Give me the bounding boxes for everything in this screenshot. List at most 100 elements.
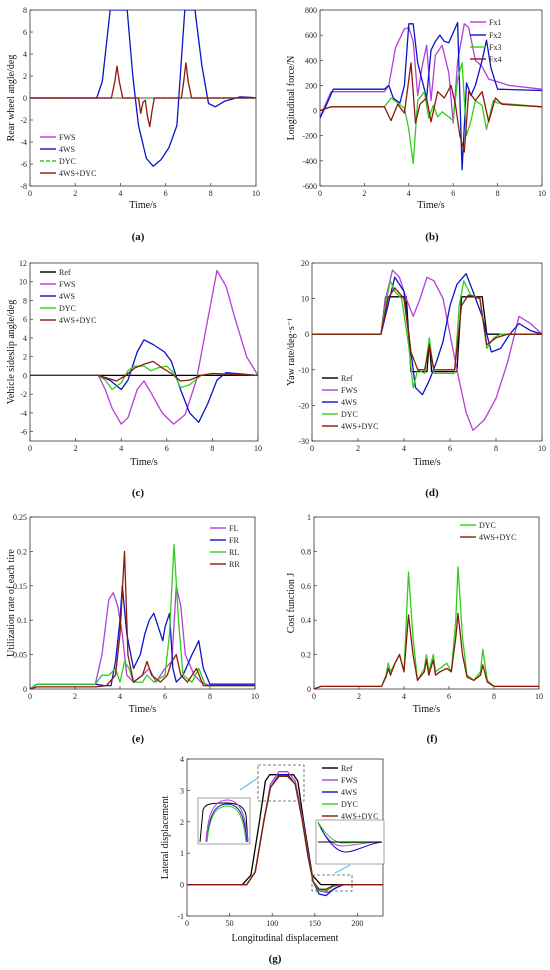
- x-tick-label: 4: [118, 189, 122, 198]
- series-line-4ws-dyc: [30, 62, 256, 128]
- y-tick-label: -4: [20, 409, 27, 418]
- x-tick-label: 4: [402, 444, 406, 453]
- y-tick-label: 0.2: [301, 651, 311, 660]
- x-tick-label: 6: [165, 444, 169, 453]
- x-tick-label: 8: [209, 189, 213, 198]
- legend-label: DYC: [479, 521, 496, 530]
- series-line-4ws-dyc: [314, 612, 539, 689]
- y-tick-label: 600: [305, 31, 317, 40]
- y-tick-label: -30: [298, 437, 309, 446]
- legend-label: Fx2: [489, 31, 501, 40]
- x-tick-label: 0: [312, 692, 316, 701]
- zoom-arrow: [334, 864, 351, 874]
- y-tick-label: 0: [180, 881, 184, 890]
- series-line-4ws-dyc: [30, 360, 258, 382]
- y-tick-label: -2: [20, 116, 27, 125]
- legend-label: Fx4: [489, 55, 501, 64]
- y-tick-label: -4: [20, 138, 27, 147]
- x-tick-label: 4: [118, 692, 122, 701]
- chart-panel-4: 0 2 4 6 8 10 0 0.05 0.1 0.15 0.2 0.25 FL FR RL RR Time/s…: [6, 513, 259, 745]
- series-group: [30, 10, 256, 167]
- y-tick-label: 0: [305, 330, 309, 339]
- chart-panel-1: 0 2 4 6 8 10 -600 -400 -200 0 200 400 600 800 Fx1 Fx2 Fx…: [286, 6, 546, 243]
- legend-label: Fx3: [489, 43, 501, 52]
- x-axis-label: Time/s: [129, 704, 157, 715]
- x-tick-label: 10: [251, 692, 259, 701]
- legend-label: 4WS+DYC: [59, 316, 96, 325]
- inset-curve-fws: [205, 799, 249, 843]
- y-tick-label: 4: [23, 50, 27, 59]
- panel-label: (c): [132, 487, 145, 499]
- x-tick-label: 0: [310, 444, 314, 453]
- legend-label: DYC: [59, 157, 76, 166]
- y-tick-label: -600: [302, 182, 317, 191]
- x-axis-label: Time/s: [417, 200, 445, 211]
- x-axis-label: Time/s: [413, 704, 441, 715]
- y-tick-label: -6: [20, 428, 27, 437]
- plot-frame: [29, 516, 256, 690]
- x-tick-label: 6: [447, 692, 451, 701]
- legend-label: FL: [229, 524, 238, 533]
- legend-label: 4WS+DYC: [341, 812, 378, 821]
- x-tick-label: 4: [402, 692, 406, 701]
- x-tick-label: 0: [28, 692, 32, 701]
- x-tick-label: 2: [357, 692, 361, 701]
- series-line-fx2: [320, 21, 542, 171]
- y-tick-label: -400: [302, 157, 317, 166]
- chart-panel-2: 0 2 4 6 8 10 -6 -4 -2 0 2 4 6 8 10 12 Ref FWS 4WS DYC 4WS+DY…: [6, 259, 262, 499]
- series-line-fr: [30, 585, 255, 689]
- y-tick-label: 10: [19, 278, 27, 287]
- y-axis-label: Lateral displacement: [160, 795, 171, 879]
- x-tick-label: 8: [492, 692, 496, 701]
- legend-label: FWS: [341, 386, 357, 395]
- series-line-rr: [30, 550, 255, 689]
- inset-curve-4ws: [206, 803, 248, 843]
- chart-panel-0: 0 2 4 6 8 10 -8 -6 -4 -2 0 2 4 6 8 FWS 4WS DYC 4WS+DYC Time…: [6, 6, 260, 243]
- x-axis-label: Time/s: [129, 200, 157, 211]
- zoom-indicators: [197, 764, 385, 892]
- x-tick-label: 2: [73, 692, 77, 701]
- y-tick-label: 200: [305, 81, 317, 90]
- y-axis-label: Longitudinal force/N: [286, 56, 297, 141]
- y-tick-label: 0.25: [13, 513, 27, 522]
- x-tick-label: 2: [362, 189, 366, 198]
- inset-curve-4ws-b: [317, 821, 383, 853]
- legend-label: 4WS: [59, 292, 75, 301]
- series-line-fx4: [320, 62, 542, 153]
- y-tick-label: 1: [307, 513, 311, 522]
- y-tick-label: 0.1: [17, 616, 27, 625]
- panel-label: (a): [132, 231, 145, 243]
- x-tick-label: 100: [266, 919, 278, 928]
- y-tick-label: 0.05: [13, 651, 27, 660]
- legend-label: RL: [229, 548, 239, 557]
- x-tick-label: 0: [28, 444, 32, 453]
- y-axis-label: Utilization rate of each tire: [6, 549, 17, 657]
- y-tick-label: 12: [19, 259, 27, 268]
- chart-panel-6: 0 50 100 150 200-101234RefFWS4WSDYC4WS+DYCLo…: [160, 755, 384, 965]
- x-tick-label: 6: [451, 189, 455, 198]
- legend-label: 4WS: [341, 788, 357, 797]
- series-line-4ws-dyc: [187, 775, 383, 890]
- x-tick-label: 6: [163, 692, 167, 701]
- x-tick-label: 200: [351, 919, 363, 928]
- x-tick-label: 0: [318, 189, 322, 198]
- legend-label: FWS: [341, 776, 357, 785]
- plot-frame: [311, 262, 543, 442]
- plot-frame: [313, 516, 540, 690]
- series-line-4ws: [312, 273, 542, 396]
- legend-label: 4WS: [341, 398, 357, 407]
- x-tick-label: 2: [74, 444, 78, 453]
- panel-label: (b): [425, 231, 439, 243]
- legend-label: 4WS+DYC: [59, 169, 96, 178]
- panel-label: (d): [425, 487, 439, 499]
- y-tick-label: 800: [305, 6, 317, 15]
- y-tick-label: -10: [298, 366, 309, 375]
- x-tick-label: 4: [119, 444, 123, 453]
- x-tick-label: 0: [185, 919, 189, 928]
- zoom-arrow: [239, 777, 259, 791]
- series-group: [30, 543, 255, 689]
- plot-frame: [319, 9, 543, 187]
- x-tick-label: 2: [73, 189, 77, 198]
- x-axis-label: Time/s: [413, 457, 441, 468]
